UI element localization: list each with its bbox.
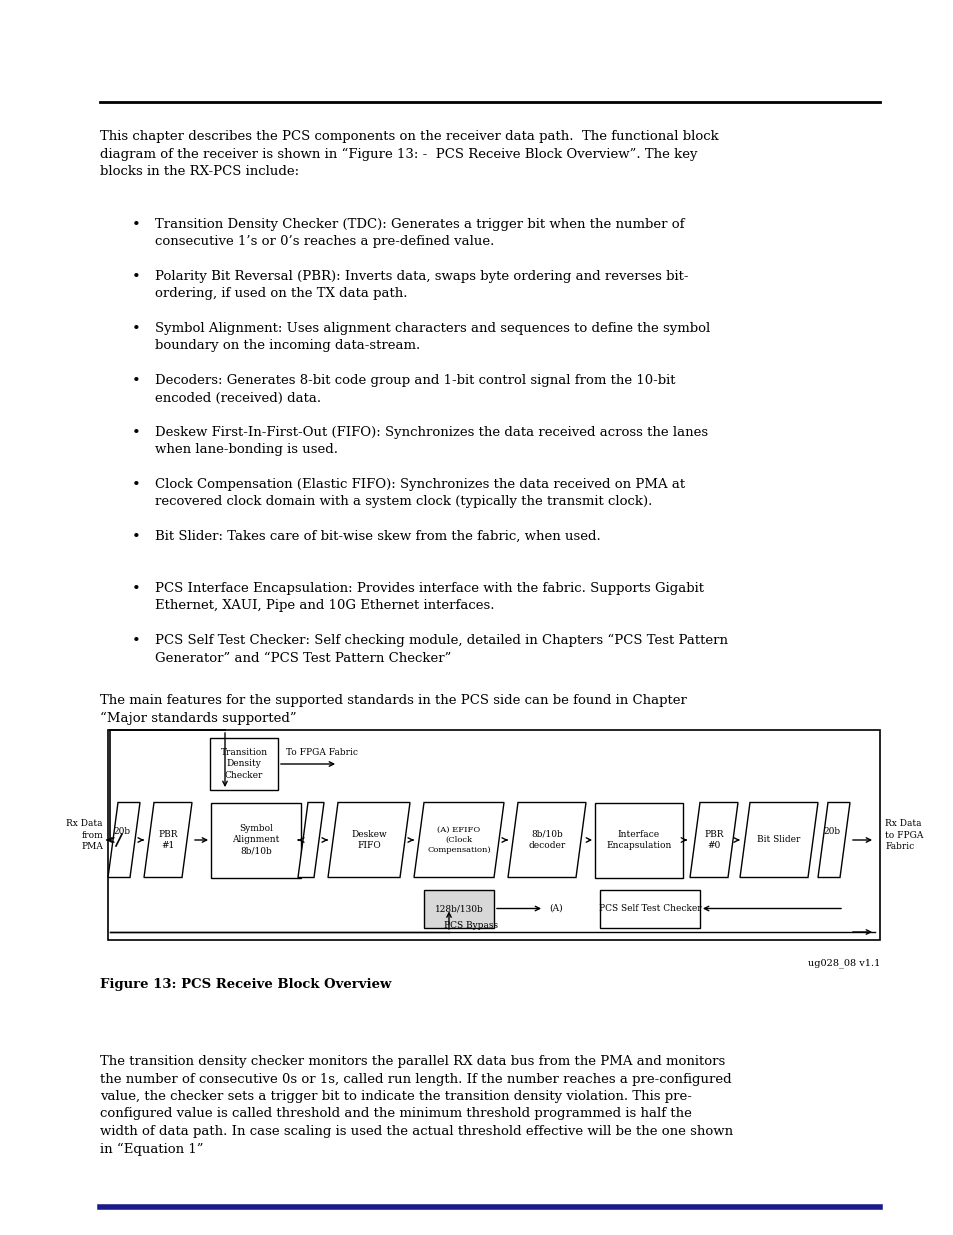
Text: •: • (132, 478, 141, 492)
Text: •: • (132, 530, 141, 543)
Text: 20b: 20b (113, 827, 131, 836)
Text: Polarity Bit Reversal (PBR): Inverts data, swaps byte ordering and reverses bit-: Polarity Bit Reversal (PBR): Inverts dat… (154, 270, 688, 300)
Text: PBR
#0: PBR #0 (703, 830, 723, 850)
Text: Deskew
FIFO: Deskew FIFO (351, 830, 387, 850)
Text: Bit Slider: Bit Slider (757, 836, 800, 845)
Text: ug028_08 v1.1: ug028_08 v1.1 (807, 958, 879, 968)
Text: Decoders: Generates 8-bit code group and 1-bit control signal from the 10-bit
en: Decoders: Generates 8-bit code group and… (154, 374, 675, 405)
Bar (210, 739, 277, 790)
Text: To FPGA Fabric: To FPGA Fabric (286, 748, 357, 757)
Bar (595, 803, 682, 878)
Polygon shape (144, 803, 192, 878)
Polygon shape (740, 803, 817, 878)
Text: Interface
Encapsulation: Interface Encapsulation (606, 830, 671, 850)
Text: (A) EFIFO
(Clock
Compensation): (A) EFIFO (Clock Compensation) (427, 826, 490, 853)
Text: Transition
Density
Checker: Transition Density Checker (220, 748, 267, 779)
Polygon shape (817, 803, 849, 878)
Polygon shape (689, 803, 738, 878)
Text: PCS Bypass: PCS Bypass (443, 921, 497, 930)
Text: •: • (132, 374, 141, 388)
Text: •: • (132, 426, 141, 440)
Text: PCS Self Test Checker: PCS Self Test Checker (598, 904, 700, 913)
Text: Symbol Alignment: Uses alignment characters and sequences to define the symbol
b: Symbol Alignment: Uses alignment charact… (154, 322, 709, 352)
Text: •: • (132, 634, 141, 648)
Polygon shape (414, 803, 503, 878)
Polygon shape (108, 803, 140, 878)
Text: PCS Self Test Checker: Self checking module, detailed in Chapters “PCS Test Patt: PCS Self Test Checker: Self checking mod… (154, 634, 727, 664)
Polygon shape (328, 803, 410, 878)
Text: Bit Slider: Takes care of bit-wise skew from the fabric, when used.: Bit Slider: Takes care of bit-wise skew … (154, 530, 600, 543)
Text: The main features for the supported standards in the PCS side can be found in Ch: The main features for the supported stan… (100, 694, 686, 725)
Text: Clock Compensation (Elastic FIFO): Synchronizes the data received on PMA at
reco: Clock Compensation (Elastic FIFO): Synch… (154, 478, 684, 509)
Text: Symbol
Alignment
8b/10b: Symbol Alignment 8b/10b (233, 825, 279, 856)
Text: The transition density checker monitors the parallel RX data bus from the PMA an: The transition density checker monitors … (100, 1055, 732, 1156)
Bar (599, 889, 700, 927)
Text: Transition Density Checker (TDC): Generates a trigger bit when the number of
con: Transition Density Checker (TDC): Genera… (154, 219, 684, 248)
Bar (211, 803, 301, 878)
Polygon shape (297, 803, 324, 878)
Text: Rx Data
to FPGA
Fabric: Rx Data to FPGA Fabric (884, 819, 923, 851)
Text: 8b/10b
decoder: 8b/10b decoder (528, 830, 565, 850)
Text: This chapter describes the PCS components on the receiver data path.  The functi: This chapter describes the PCS component… (100, 130, 718, 178)
Text: Figure 13: PCS Receive Block Overview: Figure 13: PCS Receive Block Overview (100, 978, 391, 990)
Polygon shape (507, 803, 585, 878)
Bar (108, 730, 879, 940)
Text: PBR
#1: PBR #1 (158, 830, 177, 850)
Text: •: • (132, 270, 141, 284)
Text: 128b/130b: 128b/130b (435, 904, 483, 913)
Text: •: • (132, 219, 141, 232)
Text: Deskew First-In-First-Out (FIFO): Synchronizes the data received across the lane: Deskew First-In-First-Out (FIFO): Synchr… (154, 426, 707, 457)
Text: (A): (A) (548, 904, 562, 913)
Text: Rx Data
from
PMA: Rx Data from PMA (67, 819, 103, 851)
Text: •: • (132, 582, 141, 597)
Bar (423, 889, 494, 927)
Text: •: • (132, 322, 141, 336)
Text: PCS Interface Encapsulation: Provides interface with the fabric. Supports Gigabi: PCS Interface Encapsulation: Provides in… (154, 582, 703, 613)
Text: 20b: 20b (822, 827, 840, 836)
